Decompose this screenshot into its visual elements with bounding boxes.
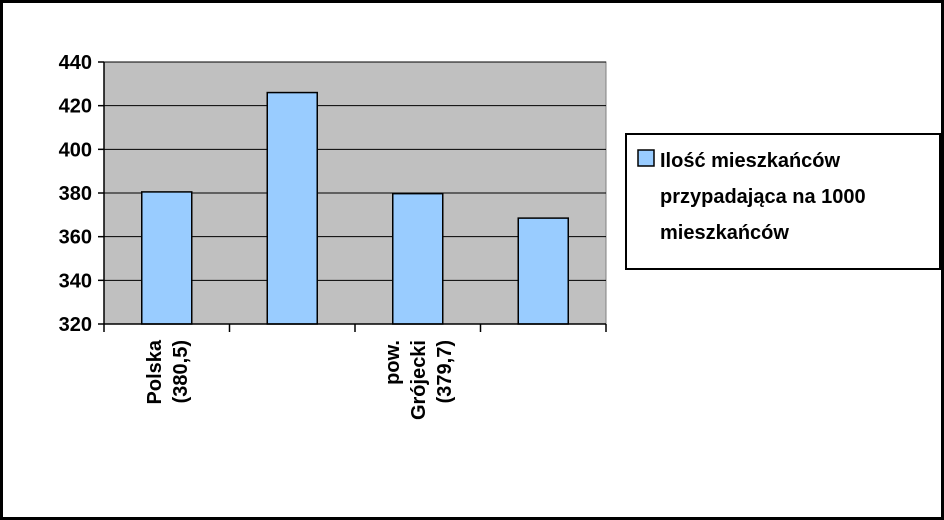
y-tick-label: 380: [59, 183, 92, 205]
y-tick-label: 440: [59, 52, 92, 74]
x-tick-label-line: Polska: [144, 339, 166, 404]
bar: [392, 192, 444, 325]
axes: [98, 61, 607, 332]
legend-swatch: [637, 149, 655, 167]
bar: [141, 191, 193, 325]
x-tick-label-line: (380,5): [170, 340, 192, 403]
x-tick-label: pow. Grójecki (379,7): [382, 340, 456, 420]
legend: Ilość mieszkańców przypadająca na 1000 m…: [625, 133, 941, 270]
x-tick-label: Polska (380,5): [144, 339, 192, 404]
y-tick-label: 360: [59, 227, 92, 249]
y-tick-label: 400: [59, 139, 92, 161]
x-tick-label-line: (379,7): [434, 340, 456, 403]
legend-label-line: Ilość mieszkańców: [660, 150, 841, 172]
y-tick-labels: 320 340 360 380 400 420 440: [59, 52, 92, 336]
legend-label-line: przypadająca na 1000: [660, 186, 866, 208]
bar: [517, 217, 569, 325]
y-tick-label: 420: [59, 96, 92, 118]
x-tick-label-line: pow.: [382, 340, 404, 385]
legend-label-line: mieszkańców: [660, 222, 789, 244]
y-tick-label: 340: [59, 270, 92, 292]
x-tick-label-line: Grójecki: [408, 340, 430, 420]
x-tick-labels: Polska (380,5) pow. Grójecki (379,7): [144, 339, 456, 420]
legend-box: [625, 133, 941, 270]
bar: [266, 91, 318, 325]
y-tick-label: 320: [59, 314, 92, 336]
bars: [141, 91, 569, 325]
